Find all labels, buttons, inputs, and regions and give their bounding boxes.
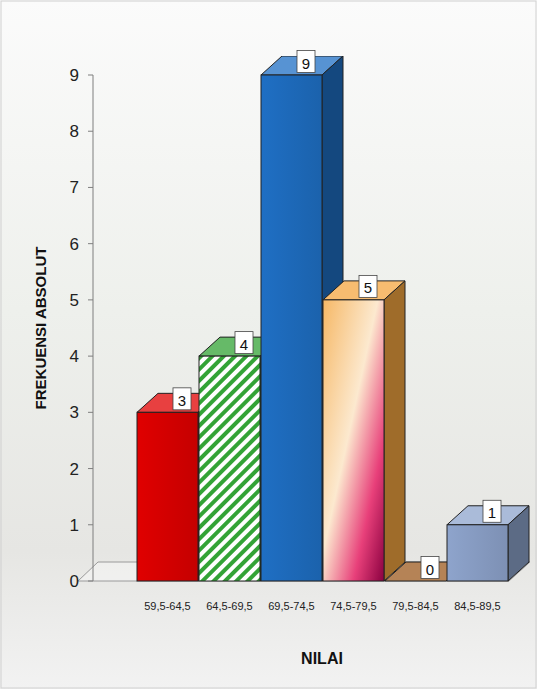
y-tick [88,75,93,76]
data-label-box [173,388,191,410]
y-tick [88,187,93,188]
y-axis [93,75,94,581]
y-tick [88,581,93,582]
bar [323,281,405,581]
x-axis-title: NILAI [301,650,343,667]
y-tick-label: 6 [70,235,79,254]
chart: 0 1 2 3 4 5 6 7 8 9 3 4 9 5 0 1 59,5-64,5 64,5-69,5 69,5-7… [0,0,537,689]
background [0,0,537,689]
data-label: 9 [302,55,310,72]
y-tick-label: 4 [70,347,79,366]
bar-front [199,356,260,581]
data-label-box [235,332,253,354]
y-axis-title: FREKUENSI ABSOLUT [32,247,49,410]
y-tick [88,524,93,525]
bar-side [508,506,529,581]
x-tick-label: 64,5-69,5 [206,600,252,612]
data-label: 4 [240,336,248,353]
frame [1,1,536,688]
y-tick-label: 9 [70,66,79,85]
data-label: 0 [426,561,434,578]
y-tick-label: 1 [70,516,79,535]
y-tick-label: 7 [70,178,79,197]
y-tick [88,356,93,357]
data-label-box [359,275,377,297]
y-tick [88,243,93,244]
x-tick-label: 69,5-74,5 [268,600,314,612]
x-tick-label: 59,5-64,5 [144,600,190,612]
y-tick-label: 2 [70,460,79,479]
bar-side [384,281,405,581]
data-label-box [297,51,315,73]
bars [137,56,529,581]
data-label: 3 [178,392,186,409]
y-tick [88,412,93,413]
y-tick-label: 0 [70,572,79,591]
x-tick-label: 84,5-89,5 [454,600,500,612]
y-tick [88,468,93,469]
data-labels: 3 4 9 5 0 1 [173,51,501,579]
y-tick [88,131,93,132]
data-label-box [483,500,501,522]
y-tick-label: 3 [70,403,79,422]
y-tick [88,299,93,300]
bar-front [137,412,198,581]
bar-front [261,75,322,581]
data-label-box [421,557,439,579]
y-tick-label: 5 [70,291,79,310]
x-tick-label: 79,5-84,5 [392,600,438,612]
data-label: 1 [488,504,496,521]
bar-front [385,581,446,582]
data-label: 5 [364,279,372,296]
bar-front [323,300,384,581]
bar-front [447,525,508,581]
x-tick-label: 74,5-79,5 [330,600,376,612]
y-tick-label: 8 [70,122,79,141]
